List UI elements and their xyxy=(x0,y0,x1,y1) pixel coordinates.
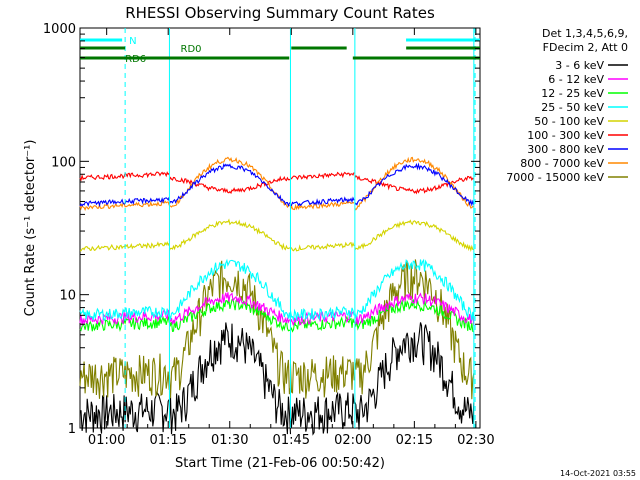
flag-label-rd6: RD6 xyxy=(125,54,146,65)
series-line-4 xyxy=(79,218,474,252)
series-line-1 xyxy=(79,292,475,326)
legend-label-2: 12 - 25 keV xyxy=(541,87,604,100)
y-tick-label-3: 1000 xyxy=(43,22,76,37)
series-line-2 xyxy=(79,297,475,333)
legend-label-4: 50 - 100 keV xyxy=(534,115,604,128)
marker-layer: N xyxy=(80,28,480,428)
x-axis-label: Start Time (21-Feb-06 00:50:42) xyxy=(175,456,385,471)
x-tick-label-0: 01:00 xyxy=(88,433,125,448)
y-axis: 1 10 100 1000 xyxy=(43,22,480,437)
series-line-0 xyxy=(79,322,475,436)
y-axis-label: Count Rate (s⁻¹ detector⁻¹) xyxy=(23,140,38,317)
legend-label-7: 800 - 7000 keV xyxy=(520,157,604,170)
legend-label-8: 7000 - 15000 keV xyxy=(506,171,604,184)
legend-label-6: 300 - 800 keV xyxy=(527,143,604,156)
flag-label-rd0: RD0 xyxy=(181,44,202,55)
chart-title: RHESSI Observing Summary Count Rates xyxy=(125,4,435,22)
x-tick-label-1: 01:15 xyxy=(149,433,186,448)
saa-label-0: N xyxy=(129,36,136,47)
x-tick-label-2: 01:30 xyxy=(211,433,248,448)
x-tick-label-3: 01:45 xyxy=(273,433,310,448)
series-line-8 xyxy=(79,259,475,400)
x-tick-label-6: 02:30 xyxy=(457,433,494,448)
x-tick-label-4: 02:00 xyxy=(334,433,371,448)
legend-header-line-1: Det 1,3,4,5,6,9, xyxy=(542,27,628,40)
plot-frame xyxy=(79,27,481,429)
x-tick-label-5: 02:15 xyxy=(396,433,433,448)
legend-label-5: 100 - 300 keV xyxy=(527,129,604,142)
series-line-7 xyxy=(79,156,475,211)
footer-timestamp: 14-Oct-2021 03:55 xyxy=(560,469,636,478)
plot-area: N RD0 RD6 xyxy=(79,27,481,436)
flag-layer: RD0 RD6 xyxy=(80,44,480,65)
series-line-3 xyxy=(79,258,475,322)
y-tick-label-1: 10 xyxy=(59,289,76,304)
y-tick-label-2: 100 xyxy=(51,155,76,170)
series-line-6 xyxy=(79,162,475,208)
series-layer xyxy=(79,156,475,436)
series-line-5 xyxy=(79,171,475,195)
legend: Det 1,3,4,5,6,9, FDecim 2, Att 0 3 - 6 k… xyxy=(506,27,628,184)
legend-label-3: 25 - 50 keV xyxy=(541,101,604,114)
legend-label-1: 6 - 12 keV xyxy=(548,73,604,86)
x-axis: 01:00 01:15 01:30 01:45 02:00 02:15 02:30 xyxy=(85,28,495,448)
y-tick-label-0: 1 xyxy=(68,422,76,437)
legend-label-0: 3 - 6 keV xyxy=(555,59,604,72)
legend-header-line-2: FDecim 2, Att 0 xyxy=(543,41,628,54)
